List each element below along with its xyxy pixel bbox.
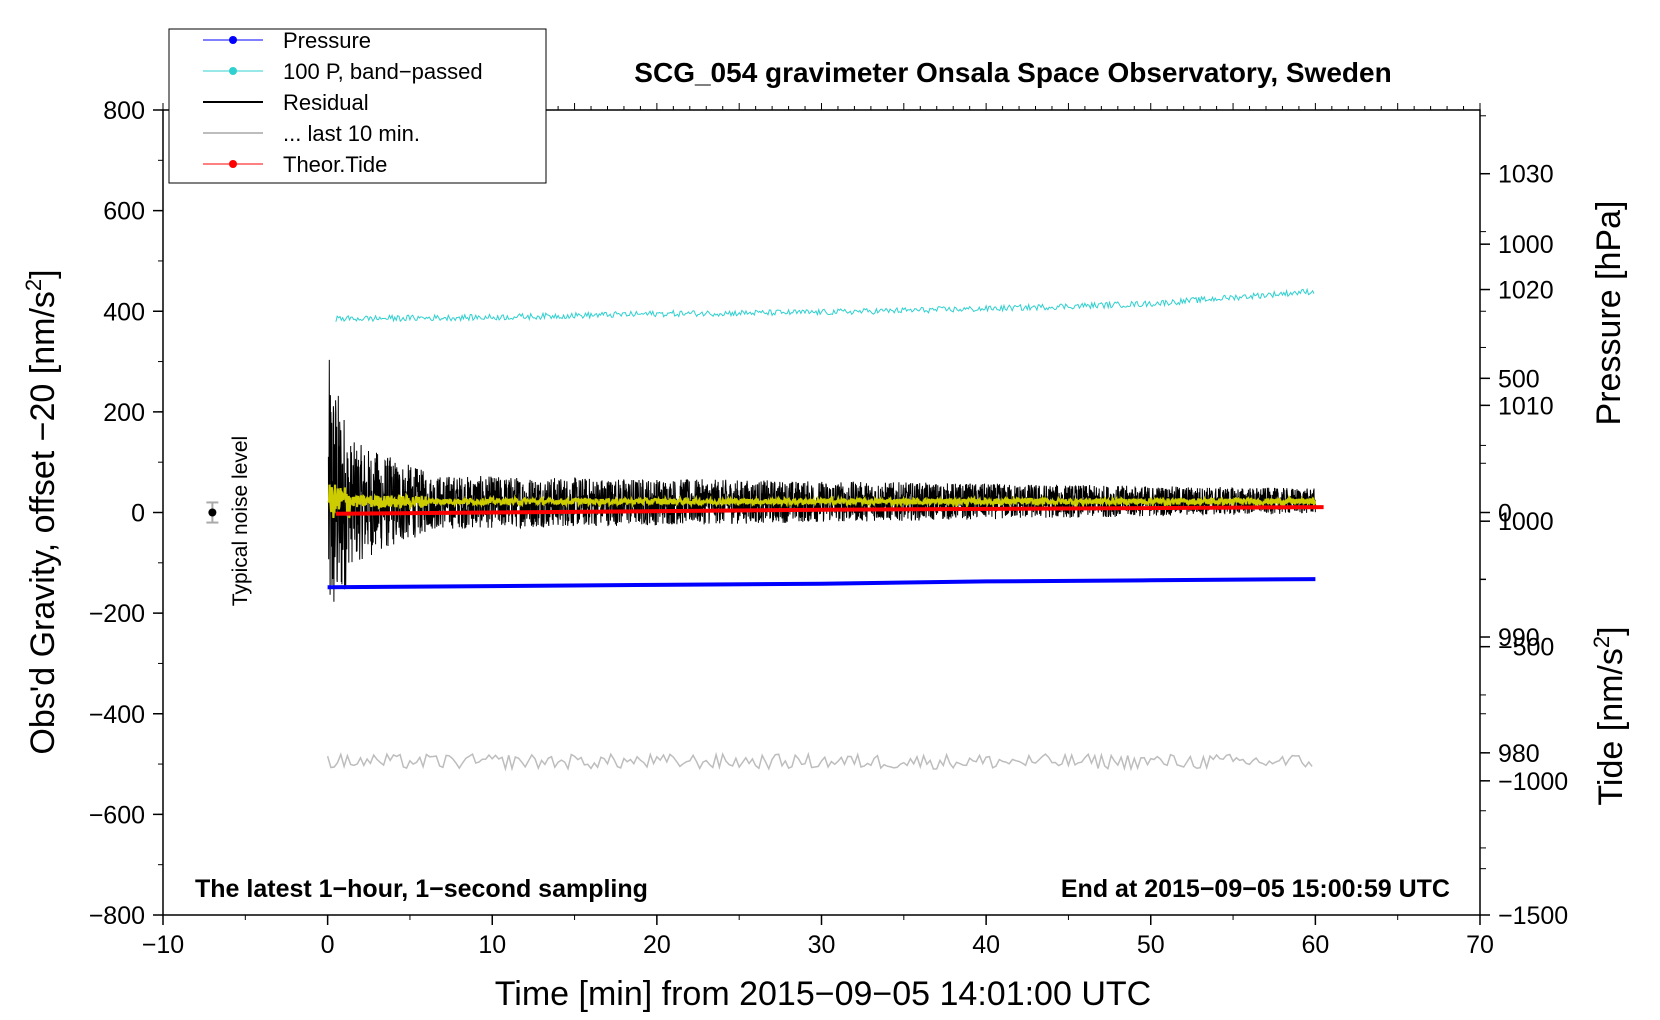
y-tick-label: 800 — [103, 97, 145, 125]
pressure-tick-label: 1000 — [1498, 508, 1554, 536]
tide-tick-label: −1000 — [1498, 768, 1568, 796]
pressure-tick-label: 1020 — [1498, 277, 1554, 305]
y-tick-label: −600 — [89, 801, 145, 829]
x-tick-label: 50 — [1137, 931, 1165, 959]
end-time-annotation: End at 2015−09−05 15:00:59 UTC — [1061, 875, 1450, 903]
legend-label-last-10-min: ... last 10 min. — [283, 121, 420, 146]
pressure-tick-label: 980 — [1498, 740, 1540, 768]
sampling-annotation: The latest 1−hour, 1−second sampling — [195, 875, 648, 903]
legend-item-pressure: Pressure — [203, 28, 371, 53]
series-last-10-min — [326, 751, 1313, 772]
y-tick-label: 200 — [103, 399, 145, 427]
x-tick-label: 60 — [1301, 931, 1329, 959]
x-tick-label: 10 — [478, 931, 506, 959]
series-pressure-band-passed — [335, 287, 1315, 323]
legend-label-band-passed: 100 P, band−passed — [283, 59, 483, 84]
plot-axes: −10 0 10 20 30 40 50 60 708006004002000−200−400−… — [89, 97, 1569, 959]
series-pressure — [327, 577, 1316, 590]
y-axis-title-left: Obs'd Gravity, offset −20 [nm/s2] — [21, 269, 62, 754]
tide-axis-title: Tide [nm/s2] — [1589, 626, 1630, 805]
y-tick-label: 0 — [131, 500, 145, 528]
pressure-tick-label: 1030 — [1498, 161, 1554, 189]
legend-label-residual: Residual — [283, 90, 369, 115]
y-axis-title-left-sup: 2 — [21, 279, 46, 291]
legend-label-theor-tide: Theor.Tide — [283, 152, 387, 177]
legend: Pressure 100 P, band−passed Residual ...… — [168, 28, 547, 184]
tide-axis-title-main: Tide [nm/s — [1592, 648, 1630, 805]
series-filtered-residual — [327, 484, 1317, 519]
x-tick-label: −10 — [142, 931, 184, 959]
noise-point — [208, 508, 217, 517]
legend-marker-band-passed — [229, 67, 237, 75]
legend-item-band-passed: 100 P, band−passed — [203, 59, 483, 84]
series-theor-tide — [335, 505, 1324, 516]
y-axis-title-left-main: Obs'd Gravity, offset −20 [nm/s — [24, 291, 62, 754]
pressure-tick-label: 1010 — [1498, 392, 1554, 420]
legend-marker-pressure — [229, 36, 237, 44]
legend-item-theor-tide: Theor.Tide — [203, 152, 387, 177]
tide-tick-label: 500 — [1498, 365, 1540, 393]
y-tick-label: −400 — [89, 701, 145, 729]
x-tick-label: 70 — [1466, 931, 1494, 959]
tide-tick-label: 0 — [1498, 500, 1512, 528]
x-tick-label: 20 — [643, 931, 671, 959]
series-residual — [327, 359, 1316, 602]
x-tick-label: 40 — [972, 931, 1000, 959]
chart-title: SCG_054 gravimeter Onsala Space Observat… — [634, 57, 1391, 88]
legend-item-last-10-min: ... last 10 min. — [203, 121, 420, 146]
plot-traces — [326, 287, 1324, 772]
y-tick-label: −800 — [89, 902, 145, 930]
noise-level-label: Typical noise level — [229, 436, 252, 606]
legend-box — [168, 28, 547, 184]
tide-tick-label: −1500 — [1498, 902, 1568, 930]
tide-tick-label: −500 — [1498, 634, 1554, 662]
x-tick-label: 0 — [321, 931, 335, 959]
x-tick-label: 30 — [808, 931, 836, 959]
x-axis-title: Time [min] from 2015−09−05 14:01:00 UTC — [495, 975, 1151, 1013]
tide-tick-label: 1000 — [1498, 231, 1554, 259]
legend-label-pressure: Pressure — [283, 28, 371, 53]
y-tick-label: 400 — [103, 298, 145, 326]
y-axis-title-left-end: ] — [24, 269, 62, 278]
y-tick-label: 600 — [103, 198, 145, 226]
tide-axis-title-end: ] — [1592, 626, 1630, 635]
y-tick-label: −200 — [89, 600, 145, 628]
tide-axis-title-sup: 2 — [1589, 636, 1614, 648]
legend-marker-theor-tide — [229, 160, 237, 168]
pressure-tick-label: 990 — [1498, 624, 1540, 652]
legend-item-residual: Residual — [203, 90, 369, 115]
pressure-axis-title: Pressure [hPa] — [1590, 201, 1628, 426]
noise-level-marker — [206, 501, 219, 524]
